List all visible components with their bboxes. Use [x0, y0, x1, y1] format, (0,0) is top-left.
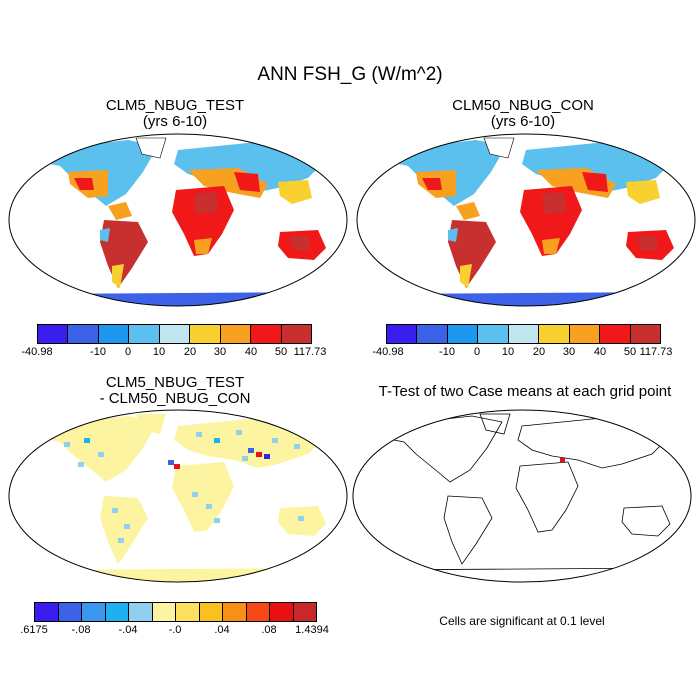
panel-title-ttest-line1: T-Test of two Case means at each grid po…	[378, 383, 672, 400]
colorbar-difference-label: .6175	[20, 624, 48, 636]
colorbar-swatch	[246, 603, 270, 621]
colorbar-control-label: -10	[439, 346, 455, 358]
panel-title-ttest: T-Test of two Case means at each grid po…	[350, 384, 700, 400]
colorbar-test-label: -10	[90, 346, 106, 358]
colorbar-swatch	[293, 603, 316, 621]
colorbar-swatch	[152, 603, 176, 621]
colorbar-swatch	[281, 325, 311, 343]
colorbar-swatch	[508, 325, 540, 343]
colorbar-test-label: 50	[274, 346, 288, 358]
figure-title: ANN FSH_G (W/m^2)	[257, 64, 443, 85]
colorbar-swatch	[98, 325, 130, 343]
colorbar-test-label: -40.98	[21, 346, 53, 358]
colorbar-swatch	[35, 603, 59, 621]
panel-title-control-line2: (yrs 6-10)	[490, 113, 556, 130]
colorbar-difference-label: -.04	[118, 624, 138, 636]
colorbar-difference	[34, 602, 317, 622]
panel-title-difference-line2: - CLM50_NBUG_CON	[99, 390, 251, 407]
colorbar-swatch	[569, 325, 601, 343]
colorbar-swatch	[417, 325, 448, 343]
colorbar-control-label: -40.98	[372, 346, 404, 358]
colorbar-test-label: 40	[244, 346, 258, 358]
colorbar-control-label: 30	[562, 346, 576, 358]
colorbar-swatch	[447, 325, 479, 343]
colorbar-control-label: 20	[532, 346, 546, 358]
colorbar-test-label: 30	[213, 346, 227, 358]
colorbar-swatch	[630, 325, 660, 343]
colorbar-test-label: 20	[183, 346, 197, 358]
colorbar-swatch	[387, 325, 418, 343]
ttest-note: Cells are significant at 0.1 level	[439, 614, 605, 628]
colorbar-swatch	[539, 325, 570, 343]
colorbar-swatch	[38, 325, 69, 343]
significant-cell	[560, 458, 565, 462]
colorbar-test-label: 0	[124, 346, 132, 358]
colorbar-control-label: 40	[593, 346, 607, 358]
colorbar-swatch	[176, 603, 200, 621]
colorbar-swatch	[68, 325, 99, 343]
panel-title-test: CLM5_NBUG_TEST (yrs 6-10)	[5, 98, 345, 130]
colorbar-swatch	[159, 325, 191, 343]
colorbar-control-label: 10	[501, 346, 515, 358]
panel-title-difference: CLM5_NBUG_TEST - CLM50_NBUG_CON	[5, 375, 345, 407]
map-control-case	[356, 133, 696, 307]
colorbar-control	[386, 324, 661, 344]
colorbar-swatch	[199, 603, 223, 621]
colorbar-swatch	[129, 325, 160, 343]
map-test-case	[8, 133, 348, 307]
colorbar-difference-label: -.08	[71, 624, 91, 636]
colorbar-test-label: 10	[152, 346, 166, 358]
map-ttest	[352, 409, 692, 583]
colorbar-control-label: 117.73	[639, 346, 673, 358]
map-difference	[8, 409, 348, 583]
colorbar-difference-label: -.0	[168, 624, 182, 636]
colorbar-test	[37, 324, 312, 344]
panel-title-test-line2: (yrs 6-10)	[142, 113, 208, 130]
colorbar-swatch	[129, 603, 153, 621]
colorbar-control-label: 50	[623, 346, 637, 358]
colorbar-swatch	[82, 603, 106, 621]
panel-title-control-line1: CLM50_NBUG_CON	[452, 97, 594, 114]
colorbar-difference-label: 1.4394	[295, 624, 329, 636]
colorbar-difference-label: .04	[214, 624, 230, 636]
colorbar-swatch	[220, 325, 252, 343]
colorbar-difference-label: .08	[261, 624, 277, 636]
colorbar-swatch	[270, 603, 294, 621]
colorbar-swatch	[105, 603, 129, 621]
colorbar-test-label: 117.73	[293, 346, 327, 358]
colorbar-swatch	[478, 325, 509, 343]
colorbar-swatch	[223, 603, 247, 621]
colorbar-swatch	[190, 325, 221, 343]
colorbar-control-label: 0	[473, 346, 481, 358]
colorbar-swatch	[58, 603, 82, 621]
colorbar-swatch	[600, 325, 631, 343]
colorbar-swatch	[251, 325, 282, 343]
panel-title-difference-line1: CLM5_NBUG_TEST	[105, 374, 245, 391]
panel-title-control: CLM50_NBUG_CON (yrs 6-10)	[353, 98, 693, 130]
panel-title-test-line1: CLM5_NBUG_TEST	[105, 97, 245, 114]
